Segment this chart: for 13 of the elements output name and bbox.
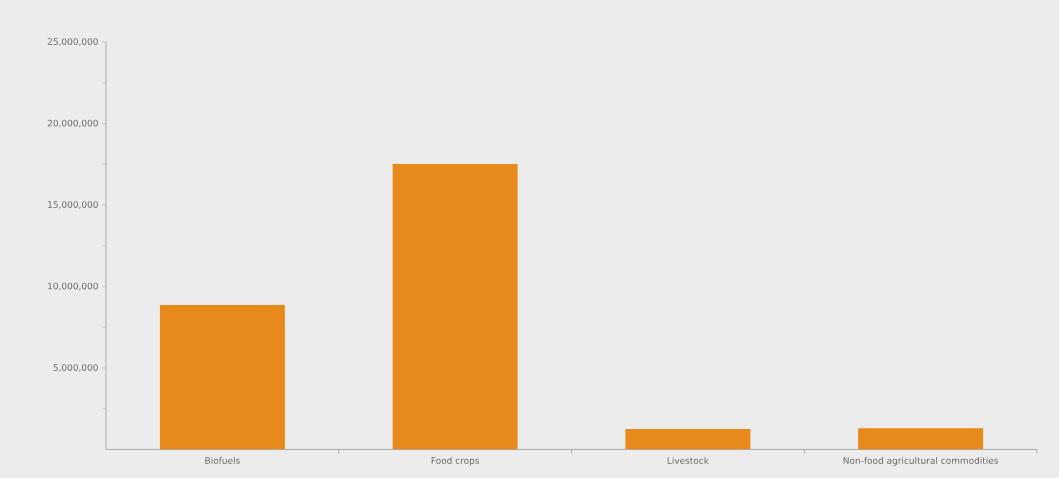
y-tick-label: 20,000,000 xyxy=(47,119,98,128)
y-tick-label: 10,000,000 xyxy=(48,282,98,291)
y-tick-label: 5,000,000 xyxy=(53,364,98,372)
x-tick-label: Livestock xyxy=(667,457,709,464)
x-tick-label: Food crops xyxy=(431,457,480,466)
x-tick-label: Non-food agricultural commodities xyxy=(843,457,999,466)
bar xyxy=(159,304,285,450)
x-tick-label: Biofuels xyxy=(205,457,240,464)
bar xyxy=(625,428,751,450)
y-tick-label: 25,000,000 xyxy=(47,38,98,46)
y-tick-label: 15,000,000 xyxy=(48,201,98,209)
bar xyxy=(858,428,984,450)
bar xyxy=(392,163,518,450)
